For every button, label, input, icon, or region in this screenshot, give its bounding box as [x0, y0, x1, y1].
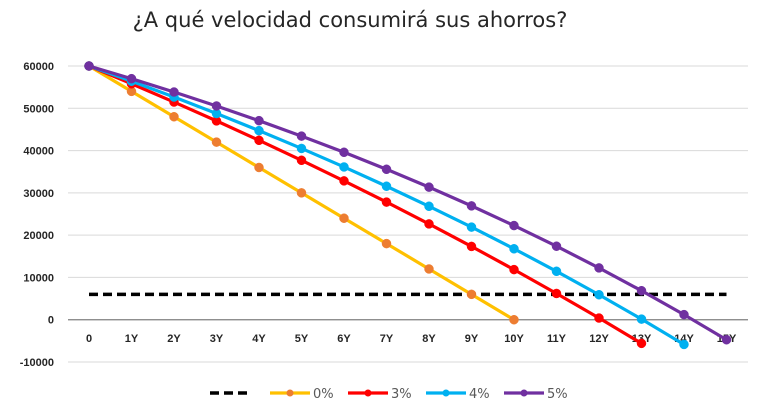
data-point	[339, 162, 349, 172]
x-tick-label: 1Y	[125, 333, 139, 345]
data-point	[339, 213, 349, 223]
legend-item: 3%	[348, 387, 412, 402]
legend-marker	[442, 389, 450, 397]
x-tick-label: 4Y	[252, 333, 266, 345]
data-point	[551, 266, 562, 277]
data-point	[466, 222, 477, 232]
x-tick-label: 12Y	[589, 333, 609, 345]
legend-marker	[520, 389, 528, 397]
y-axis-ticks: 60000 50000 40000 30000 20000 10000 0 -10000	[20, 61, 54, 369]
data-point	[424, 182, 434, 192]
data-point	[509, 264, 519, 275]
chart-title: ¿A qué velocidad consumirá sus ahorros?	[132, 8, 568, 32]
data-point	[296, 188, 307, 198]
data-point	[254, 115, 264, 126]
data-point	[381, 181, 392, 191]
data-point	[254, 125, 264, 136]
data-point	[466, 201, 477, 211]
data-point	[339, 147, 349, 158]
legend-marker	[286, 389, 294, 397]
data-point	[381, 197, 392, 207]
series-3pct	[84, 61, 647, 349]
legend-label: 5%	[547, 387, 568, 402]
legend: 0% 3% 4% 5%	[210, 387, 568, 402]
data-point	[636, 285, 647, 296]
series-line	[88, 64, 728, 342]
x-tick-label: 2Y	[167, 333, 181, 345]
x-tick-label: 7Y	[380, 333, 394, 345]
legend-item: 0%	[270, 387, 334, 402]
data-point	[296, 155, 307, 166]
legend-label: 3%	[391, 387, 412, 402]
data-point	[211, 137, 222, 147]
data-point	[721, 334, 732, 345]
x-tick-label: 3Y	[210, 333, 224, 345]
legend-label: 0%	[313, 387, 334, 402]
x-tick-label: 8Y	[422, 333, 436, 345]
data-point	[636, 314, 647, 324]
data-point	[381, 164, 392, 175]
y-tick-label: -10000	[20, 357, 54, 369]
x-tick-label: 0	[86, 333, 92, 345]
data-point	[551, 241, 562, 251]
data-point	[169, 111, 179, 122]
data-point	[424, 264, 434, 274]
data-point	[424, 201, 434, 212]
data-point	[126, 73, 137, 84]
data-point	[466, 241, 477, 252]
y-tick-label: 10000	[23, 272, 54, 284]
data-point	[296, 131, 307, 141]
legend-item: 4%	[426, 387, 490, 402]
data-point	[594, 313, 604, 323]
legend-label: 4%	[469, 387, 490, 402]
data-point	[509, 244, 519, 254]
data-point	[594, 263, 604, 273]
data-point	[211, 101, 222, 111]
data-point	[551, 288, 562, 299]
series-line	[88, 64, 643, 345]
legend-marker	[364, 389, 372, 397]
data-point	[381, 238, 392, 249]
y-tick-label: 30000	[23, 188, 54, 200]
x-tick-label: 10Y	[504, 333, 524, 345]
x-tick-label: 9Y	[465, 333, 479, 345]
y-tick-label: 0	[48, 315, 54, 327]
data-point	[339, 176, 349, 186]
data-point	[594, 289, 604, 300]
data-point	[679, 309, 689, 320]
data-point	[466, 289, 477, 300]
y-tick-label: 40000	[23, 146, 54, 158]
x-tick-label: 11Y	[547, 333, 567, 345]
y-tick-label: 20000	[23, 230, 54, 242]
gridlines	[68, 65, 748, 363]
y-tick-label: 50000	[23, 103, 54, 115]
legend-item: 5%	[504, 387, 568, 402]
data-point	[254, 135, 264, 146]
data-point	[296, 143, 307, 154]
x-tick-label: 5Y	[295, 333, 309, 345]
data-point	[169, 87, 179, 97]
x-tick-label: 6Y	[337, 333, 351, 345]
series-5pct	[84, 61, 732, 345]
data-point	[84, 61, 94, 71]
y-tick-label: 60000	[23, 61, 54, 73]
data-point	[509, 314, 519, 325]
x-axis-ticks: 01Y2Y3Y4Y5Y6Y7Y8Y9Y10Y11Y12Y13Y14Y15Y	[86, 333, 737, 345]
series-layer	[84, 61, 732, 350]
data-point	[679, 339, 689, 350]
data-point	[509, 220, 519, 231]
data-point	[636, 338, 647, 349]
data-point	[424, 219, 434, 229]
data-point	[254, 162, 264, 173]
